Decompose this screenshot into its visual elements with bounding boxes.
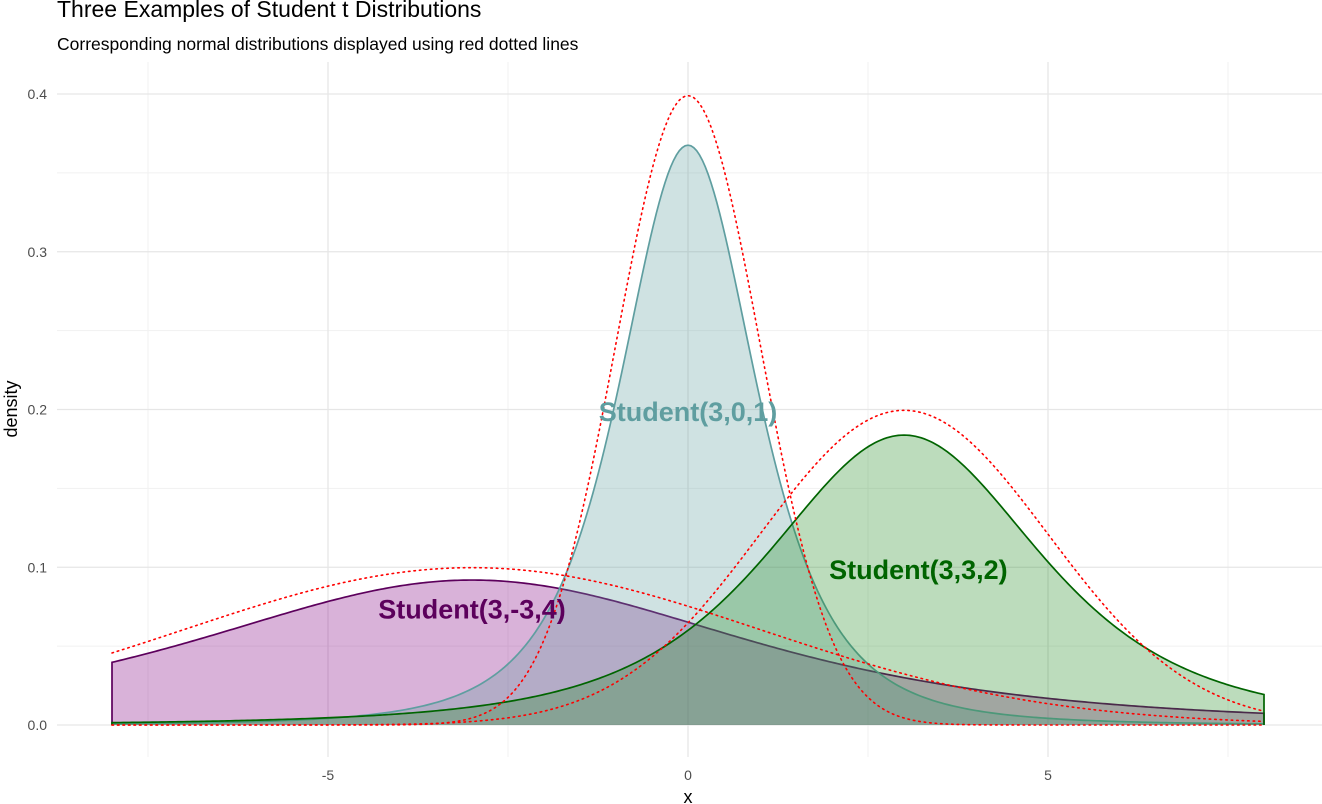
density-area-Student(3,-3,4) (112, 580, 1264, 725)
density-line-Student(3,0,1) (111, 144, 1265, 725)
minor-gridlines (57, 62, 1322, 757)
x-tick-label: 0 (684, 767, 692, 783)
y-tick-label: 0.0 (28, 717, 48, 733)
curve-label-Student(3,0,1): Student(3,0,1) (599, 397, 778, 427)
y-tick-label: 0.3 (28, 244, 48, 260)
x-axis-title: x (684, 787, 693, 804)
density-area-Student(3,3,2) (112, 435, 1264, 725)
curve-label-Student(3,-3,4): Student(3,-3,4) (378, 594, 566, 624)
curve-label-Student(3,3,2): Student(3,3,2) (829, 555, 1008, 585)
density-line-Student(3,3,2) (111, 434, 1265, 725)
y-tick-label: 0.1 (28, 559, 48, 575)
major-gridlines (57, 62, 1322, 757)
chart-title: Three Examples of Student t Distribution… (57, 0, 482, 22)
y-axis-title: density (1, 380, 21, 437)
y-tick-label: 0.4 (28, 86, 48, 102)
tick-labels: -5 0 5 0.0 0.1 0.2 0.3 0.4 (28, 86, 1053, 783)
x-tick-label: -5 (322, 767, 335, 783)
normal-overlay-line (111, 566, 1265, 723)
x-tick-label: 5 (1044, 767, 1052, 783)
chart-subtitle: Corresponding normal distributions displ… (57, 34, 579, 54)
normal-overlay-line (111, 409, 1265, 726)
curve-labels: Student(3,-3,4) Student(3,0,1) Student(3,3… (378, 397, 1007, 624)
normal-overlay-lines (111, 94, 1265, 726)
y-tick-label: 0.2 (28, 402, 48, 418)
density-area-Student(3,0,1) (112, 145, 1264, 725)
density-areas (111, 144, 1265, 725)
